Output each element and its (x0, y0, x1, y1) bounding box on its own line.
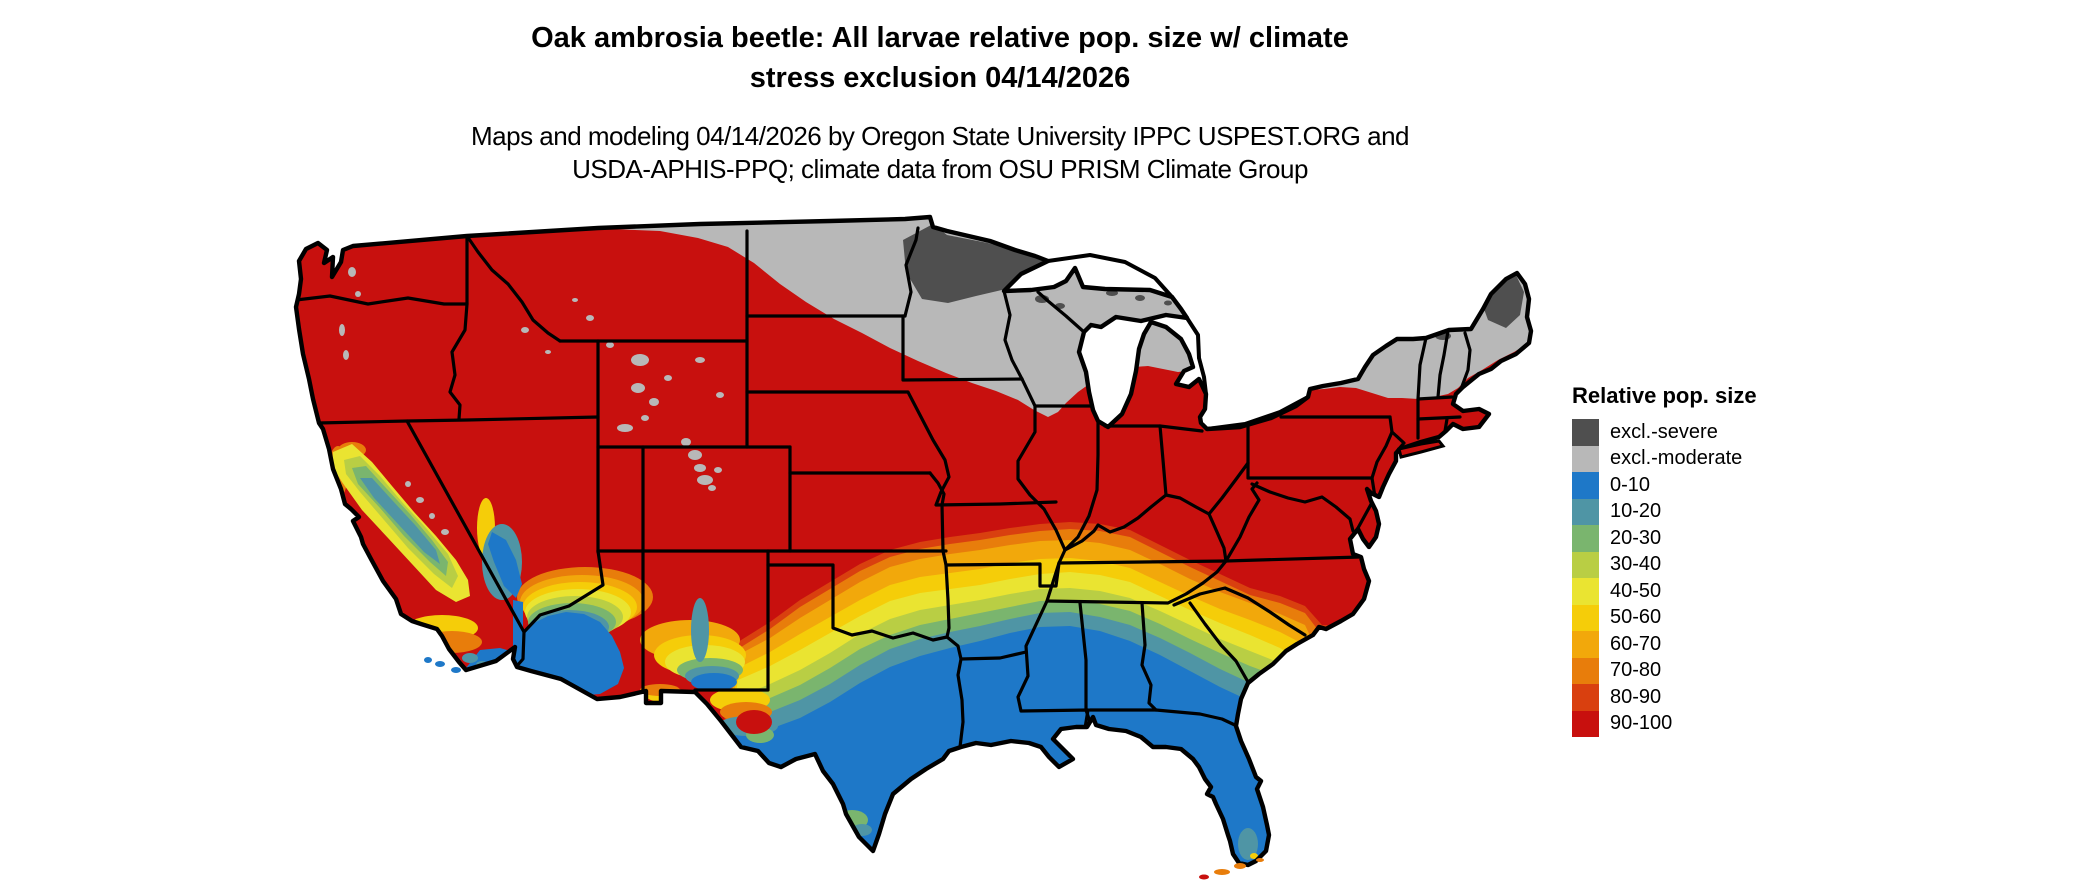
lake-border-erie (1205, 395, 1310, 431)
legend-swatch-30-40 (1572, 551, 1599, 578)
legend-label-60-70: 60-70 (1610, 632, 1662, 655)
map-subtitle-line2: USDA-APHIS-PPQ; climate data from OSU PR… (572, 154, 1308, 184)
region-excl-severe-maine (1480, 275, 1524, 328)
legend-label-excl-severe: excl.-severe (1610, 420, 1718, 443)
legend-label-30-40: 30-40 (1610, 553, 1662, 576)
legend-item-20-30: 20-30 (1572, 525, 1757, 552)
legend-item-30-40: 30-40 (1572, 551, 1757, 578)
legend-item-60-70: 60-70 (1572, 631, 1757, 658)
legend-label-90-100: 90-100 (1610, 712, 1673, 735)
legend-item-excl-moderate: excl.-moderate (1572, 445, 1757, 472)
legend-item-0-10: 0-10 (1572, 472, 1757, 499)
lake-border-superior (1046, 253, 1174, 299)
legend-title: Relative pop. size (1572, 383, 1757, 408)
lake-border-huron (1185, 316, 1208, 396)
legend-swatch-0-10 (1572, 472, 1599, 499)
legend-item-70-80: 70-80 (1572, 657, 1757, 684)
legend-item-50-60: 50-60 (1572, 604, 1757, 631)
legend-label-70-80: 70-80 (1610, 659, 1662, 682)
legend-swatch-10-20 (1572, 498, 1599, 525)
legend-label-50-60: 50-60 (1610, 606, 1662, 629)
map-title-line1: Oak ambrosia beetle: All larvae relative… (531, 22, 1349, 54)
legend-label-40-50: 40-50 (1610, 579, 1662, 602)
legend-swatch-20-30 (1572, 525, 1599, 552)
long-island (1397, 439, 1446, 459)
legend-item-40-50: 40-50 (1572, 578, 1757, 605)
legend-label-80-90: 80-90 (1610, 685, 1662, 708)
southwest-features (466, 567, 778, 764)
legend-swatch-50-60 (1572, 604, 1599, 631)
legend-item-10-20: 10-20 (1572, 498, 1757, 525)
legend-swatch-70-80 (1572, 657, 1599, 684)
legend-label-10-20: 10-20 (1610, 500, 1662, 523)
national-outline (293, 214, 1534, 868)
state-borders (296, 226, 1472, 749)
offshore-features (424, 439, 1446, 880)
legend-swatch-excl-severe (1572, 419, 1599, 446)
legend-label-excl-moderate: excl.-moderate (1610, 447, 1743, 470)
california-features (328, 442, 522, 669)
legend-swatch-60-70 (1572, 631, 1599, 658)
legend-swatch-40-50 (1572, 578, 1599, 605)
legend-item-90-100: 90-100 (1572, 710, 1757, 737)
legend-swatch-excl-moderate (1572, 445, 1599, 472)
map-title-line2: stress exclusion 04/14/2026 (749, 62, 1131, 94)
legend-item-80-90: 80-90 (1572, 684, 1757, 711)
legend-items: excl.-severe excl.-moderate 0-10 10-20 20-30… (1572, 419, 1757, 737)
legend-swatch-90-100 (1572, 710, 1599, 737)
legend-label-0-10: 0-10 (1610, 473, 1651, 496)
map-subtitle-line1: Maps and modeling 04/14/2026 by Oregon S… (470, 121, 1410, 151)
legend-item-excl-severe: excl.-severe (1572, 419, 1757, 446)
legend: Relative pop. size excl.-severe excl.-mod… (1572, 383, 1757, 737)
legend-label-20-30: 20-30 (1610, 526, 1662, 549)
legend-swatch-80-90 (1572, 684, 1599, 711)
south-texas-florida-features (836, 810, 1258, 860)
